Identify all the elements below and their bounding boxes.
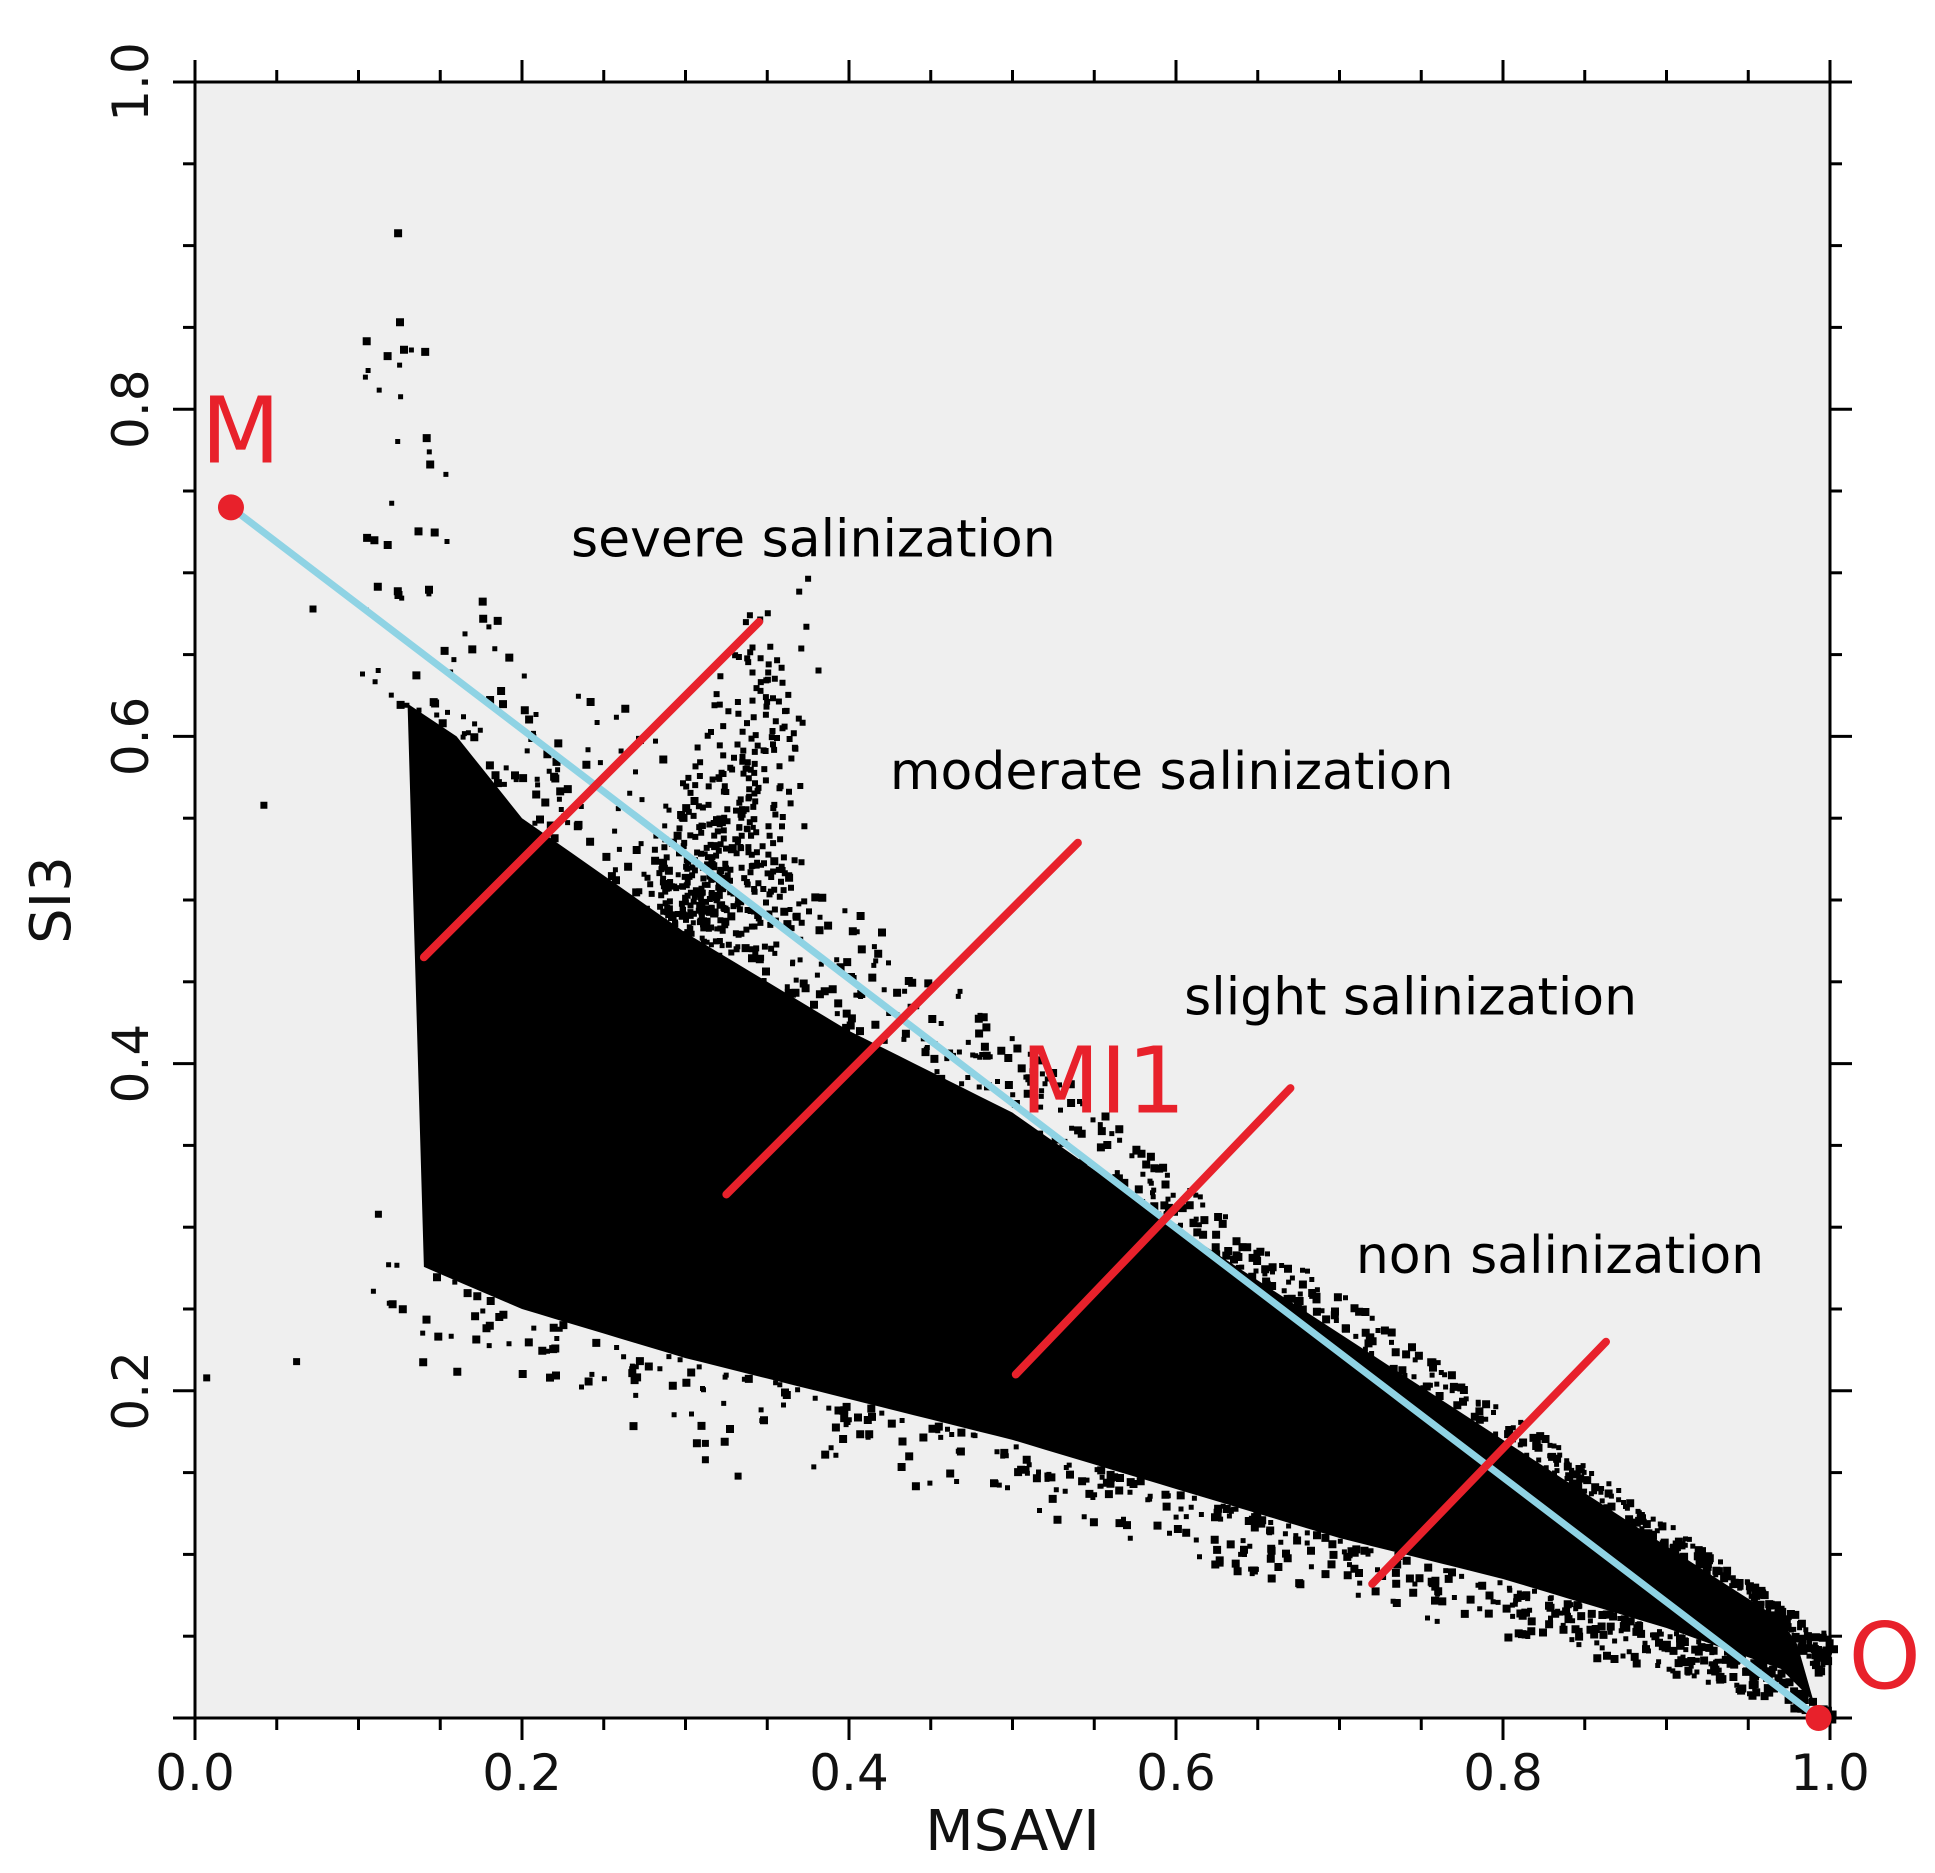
mi1-line (227, 503, 1823, 1722)
line-label-mi1: MI1 (1021, 1028, 1186, 1135)
scatter-point-cloud (203, 229, 1839, 1724)
x-axis-title: MSAVI (925, 1799, 1099, 1864)
y-axis-title: SI3 (19, 856, 84, 944)
scatter-dense-core (407, 703, 1814, 1702)
scatter-fringe-points (203, 229, 1839, 1724)
annotation-overlay: severe salinization moderate salinization… (201, 377, 1921, 1731)
zone-label: severe salinization (571, 509, 1056, 569)
zone-boundary-line (722, 838, 1082, 1199)
y-tick-label: 0.4 (102, 1024, 160, 1104)
zone-label: moderate salinization (890, 742, 1454, 802)
x-tick-label: 0.8 (1463, 1744, 1543, 1802)
y-tick-label: 0.6 (102, 697, 160, 777)
point-marker-m (217, 494, 244, 521)
axes-frame: 0.0 0.2 0.4 0.6 0.8 1.0 0.2 0.4 0.6 0.8 1.0 (102, 42, 1870, 1802)
x-tick-label: 0.0 (155, 1744, 235, 1802)
x-tick-label: 0.6 (1136, 1744, 1216, 1802)
zone-label: non salinization (1356, 1226, 1764, 1286)
y-tick-label: 0.2 (102, 1351, 160, 1431)
zone-label: slight salinization (1184, 968, 1637, 1028)
point-marker-o (1805, 1705, 1832, 1731)
x-tick-label: 0.2 (482, 1744, 562, 1802)
x-tick-label: 0.4 (809, 1744, 889, 1802)
zone-boundary-line (1368, 1337, 1611, 1588)
y-tick-label: 1.0 (102, 42, 160, 122)
zone-boundary-line (1011, 1084, 1295, 1379)
zone-boundary-line (419, 617, 764, 962)
point-label-m: M (201, 377, 280, 484)
y-tick-label: 0.8 (102, 369, 160, 449)
x-tick-label: 1.0 (1790, 1744, 1870, 1802)
point-label-o: O (1849, 1603, 1921, 1710)
